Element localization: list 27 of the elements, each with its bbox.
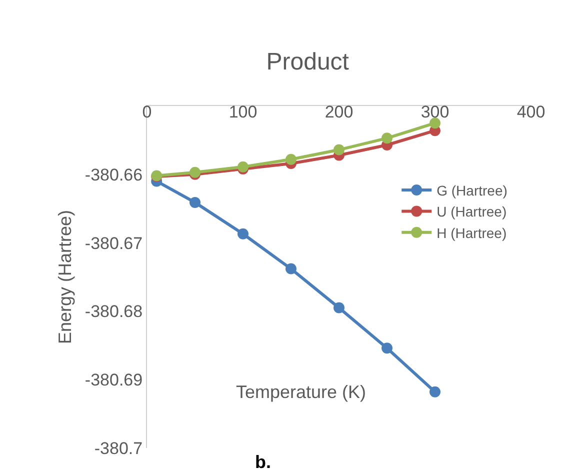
y-tick-label: -380.66 <box>84 165 143 184</box>
x-tick-label: 400 <box>516 102 546 122</box>
point <box>382 342 392 354</box>
legend-label: G (Hartree) <box>436 182 508 198</box>
legend-label: U (Hartree) <box>436 204 507 220</box>
y-tick-label: -380.7 <box>94 438 143 458</box>
point <box>430 386 440 398</box>
x-tick-label: 200 <box>324 102 354 122</box>
legend-label: H (Hartree) <box>436 224 507 241</box>
x-axis-title: Temperature (K) <box>236 382 366 402</box>
point <box>382 132 392 144</box>
point <box>430 118 440 129</box>
y-tick-label: -380.67 <box>84 234 143 253</box>
point <box>286 263 296 274</box>
point <box>238 228 248 240</box>
x-tick-label: 100 <box>228 102 258 122</box>
point <box>286 154 296 165</box>
point <box>190 196 200 208</box>
point <box>334 302 344 314</box>
point <box>334 144 344 156</box>
x-tick-label: 0 <box>142 102 152 122</box>
y-tick-label: -380.69 <box>84 370 143 390</box>
x-tick-label: 300 <box>420 102 450 122</box>
chart-title: Product <box>266 48 350 76</box>
text: b. <box>255 452 271 470</box>
y-axis-title: Energy (Hartree) <box>55 210 76 344</box>
y-tick-label: -380.68 <box>84 302 143 322</box>
